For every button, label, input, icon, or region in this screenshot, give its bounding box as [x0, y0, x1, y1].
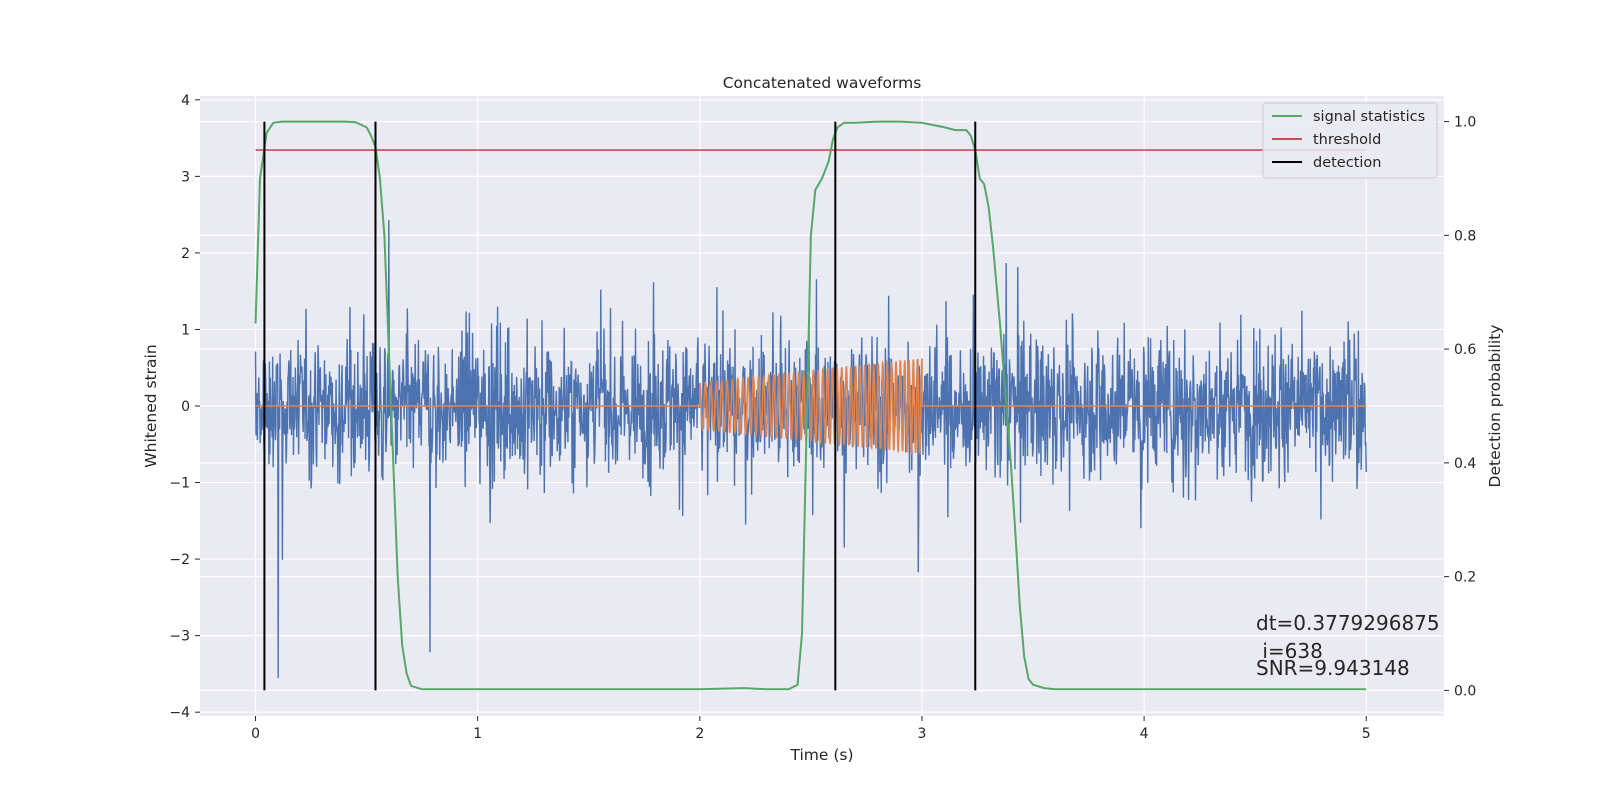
- y-tick-label-8: 4: [181, 93, 190, 109]
- legend-label-threshold: threshold: [1313, 132, 1381, 148]
- y2-tick-label-3: 0.6: [1454, 342, 1476, 358]
- injected-waveform-line: [255, 358, 1367, 456]
- y-tick-label-0: −4: [169, 705, 190, 721]
- y2-tick-label-1: 0.2: [1454, 570, 1476, 586]
- x-tick-label-0: 0: [251, 726, 260, 742]
- signal-statistics-line: [254, 120, 1367, 691]
- legend: signal statistics threshold detection: [1262, 102, 1438, 179]
- y-axis-left: −4 −3 −2 −1 0 1 2 3 4: [169, 93, 200, 721]
- legend-label-detection: detection: [1313, 155, 1381, 171]
- y2-tick-label-0: 0.0: [1454, 683, 1476, 699]
- injected-waveform-series: [255, 358, 1367, 456]
- legend-box: [1262, 102, 1438, 179]
- legend-label-signal-statistics: signal statistics: [1313, 109, 1425, 125]
- y-tick-label-6: 2: [181, 246, 190, 262]
- y-tick-label-7: 3: [181, 169, 190, 185]
- y2-tick-label-4: 0.8: [1454, 228, 1476, 244]
- chart-title: Concatenated waveforms: [723, 74, 922, 92]
- noise-line: [254, 220, 1367, 679]
- y-tick-label-3: −1: [169, 476, 190, 492]
- y2-tick-label-5: 1.0: [1454, 115, 1476, 131]
- x-tick-label-3: 3: [918, 726, 927, 742]
- annotation-snr: SNR=9.943148: [1256, 656, 1410, 680]
- x-tick-label-4: 4: [1140, 726, 1149, 742]
- x-tick-label-2: 2: [695, 726, 704, 742]
- x-tick-label-1: 1: [473, 726, 482, 742]
- y2-axis-title: Detection probability: [1486, 325, 1504, 488]
- signal-statistics-series: [254, 120, 1367, 691]
- y-axis-right: 0.0 0.2 0.4 0.6 0.8 1.0: [1444, 115, 1476, 699]
- x-tick-label-5: 5: [1362, 726, 1371, 742]
- y-tick-label-2: −2: [169, 552, 190, 568]
- y-tick-label-1: −3: [169, 629, 190, 645]
- noise-series: [254, 220, 1367, 679]
- x-axis-title: Time (s): [789, 746, 853, 764]
- annotation-dt: dt=0.3779296875: [1256, 611, 1440, 635]
- detection-lines: [263, 121, 977, 691]
- y-tick-label-4: 0: [181, 399, 190, 415]
- x-axis: 0 1 2 3 4 5: [251, 716, 1371, 742]
- annotation-i: i=638: [1256, 639, 1323, 663]
- y2-tick-label-2: 0.4: [1454, 456, 1476, 472]
- y-axis-title: Whitened strain: [142, 344, 160, 467]
- plot-area: [254, 120, 1367, 691]
- y-tick-label-5: 1: [181, 322, 190, 338]
